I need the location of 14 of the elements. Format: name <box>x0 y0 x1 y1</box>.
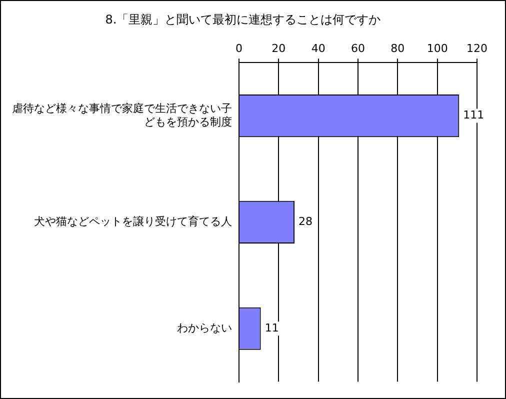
x-tick-label: 60 <box>351 42 365 55</box>
y-tick-label: 犬や猫などペットを譲り受けて育てる人 <box>34 215 232 228</box>
y-tick-label: 虐待など様々な事情で家庭で生活できない子どもを預かる制度 <box>12 102 232 128</box>
x-tick-label: 100 <box>426 42 448 55</box>
x-tick-label: 0 <box>236 42 242 55</box>
chart-title: 8.「里親」と聞いて最初に連想することは何ですか <box>105 12 381 26</box>
data-label: 28 <box>298 215 313 228</box>
x-tick-label: 40 <box>311 42 326 55</box>
x-tick-label: 20 <box>272 42 286 55</box>
x-tick-label: 80 <box>390 42 405 55</box>
x-tick-label: 120 <box>466 42 488 55</box>
data-label: 111 <box>463 108 484 122</box>
y-tick-label: わからない <box>177 321 232 334</box>
data-label: 11 <box>264 321 279 334</box>
